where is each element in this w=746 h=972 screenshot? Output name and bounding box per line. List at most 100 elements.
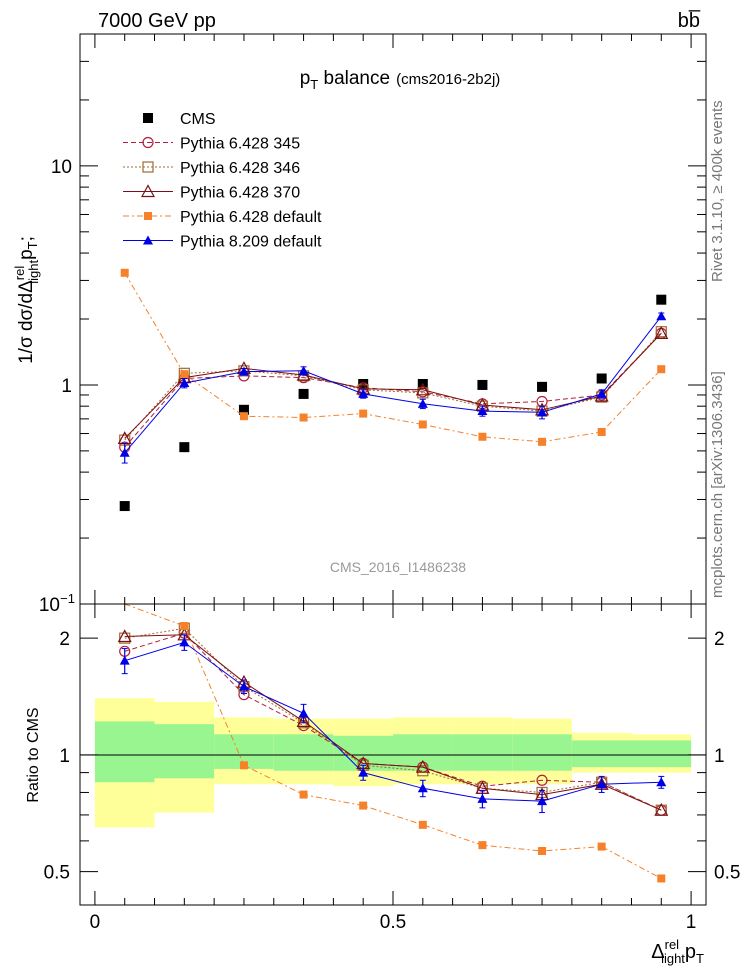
data-point: [180, 621, 189, 630]
y-tick-label: 1: [61, 376, 72, 397]
uncertainty-band-green: [393, 734, 453, 771]
data-point: [117, 629, 132, 643]
ratio-y-tick-label-right: 2: [714, 629, 725, 650]
main-ylabel: 1/σ dσ/dΔrellightpT;: [12, 236, 41, 364]
main-subtitle: (cms2016-2b2j): [396, 71, 500, 88]
legend-marker: [140, 184, 156, 198]
data-point: [359, 409, 368, 418]
data-point: [358, 388, 369, 398]
main-frame: [79, 33, 707, 605]
data-point: [179, 378, 190, 388]
uncertainty-band-green: [154, 724, 215, 779]
main-title: pT balance (cms2016-2b2j): [300, 68, 501, 92]
data-point: [299, 790, 308, 799]
data-point: [654, 802, 669, 816]
data-point: [478, 841, 487, 850]
data-point: [656, 294, 667, 305]
uncertainty-band-green: [452, 734, 513, 771]
data-point: [596, 388, 607, 398]
rivet-version-label: Rivet 3.1.10, ≥ 400k events: [709, 100, 726, 282]
legend-item-pythia-6-428-370: Pythia 6.428 370: [123, 184, 300, 202]
data-point: [537, 381, 548, 392]
data-point: [418, 820, 427, 829]
series-pythia-6-428-345: [119, 327, 667, 453]
data-point: [119, 632, 131, 644]
series-pythia-8-209-default: [119, 634, 667, 814]
data-point: [238, 404, 249, 415]
data-point: [418, 420, 427, 429]
data-point: [119, 655, 130, 665]
data-point: [596, 779, 607, 789]
data-point: [298, 388, 309, 399]
data-point: [656, 311, 667, 321]
series-pythia-6-428-370: [117, 326, 669, 445]
ratio-y-tick-label: 2: [59, 629, 70, 650]
legend-label: Pythia 6.428 default: [180, 209, 322, 226]
uncertainty-band-green: [273, 734, 334, 771]
uncertainty-band-green: [571, 740, 632, 768]
legend-marker: [143, 113, 153, 123]
data-point: [358, 767, 369, 777]
legend-item-pythia-6-428-346: Pythia 6.428 346: [123, 160, 300, 177]
data-point: [477, 379, 488, 390]
series-line-pythia-6-428-370: [124, 634, 662, 811]
series-line-pythia-6-428-370: [124, 332, 662, 439]
series-pythia-6-428-default: [120, 268, 666, 446]
data-point: [657, 365, 666, 374]
y-tick-label: 10: [51, 157, 72, 178]
data-point: [538, 847, 547, 856]
legend-item-pythia-8-209-default: Pythia 8.209 default: [123, 234, 322, 251]
svg-text:1/σ dσ/dΔrellightpT;: 1/σ dσ/dΔrellightpT;: [12, 236, 41, 364]
series-line-pythia-6-428-default: [124, 272, 662, 443]
ratio-y-tick-label: 1: [59, 746, 70, 767]
data-point: [417, 783, 428, 793]
data-point: [415, 382, 430, 396]
x-tick-label: 0.5: [380, 912, 406, 933]
series-line-pythia-6-428-345: [124, 332, 662, 448]
data-point: [120, 268, 129, 277]
data-point: [597, 427, 606, 436]
legend-label: Pythia 6.428 370: [180, 185, 300, 202]
x-tick-label: 1: [686, 912, 697, 933]
data-point: [538, 437, 547, 446]
data-point: [477, 406, 488, 416]
ratio-y-tick-label: 0.5: [44, 863, 70, 884]
data-point: [119, 447, 130, 457]
legend-marker: [142, 136, 154, 149]
data-point: [179, 637, 190, 647]
legend-marker: [144, 212, 152, 220]
data-point: [239, 761, 248, 770]
uncertainty-band-green: [631, 740, 692, 768]
legend-label: Pythia 6.428 345: [180, 136, 300, 153]
data-point: [298, 708, 309, 718]
y-tick-exponent: −1: [60, 591, 75, 606]
data-point: [596, 373, 607, 384]
data-point: [298, 365, 309, 375]
series-line-pythia-8-209-default: [124, 641, 662, 802]
legend-item-pythia-6-428-default: Pythia 6.428 default: [123, 209, 322, 226]
energy-label: 7000 GeV pp: [98, 10, 216, 32]
x-tick-label: 0: [90, 912, 101, 933]
legend-item-pythia-6-428-345: Pythia 6.428 345: [123, 136, 300, 153]
series-line-pythia-6-428-default: [124, 603, 662, 879]
data-point: [179, 442, 190, 453]
series-cms: [119, 294, 667, 512]
series-line-pythia-6-428-346: [124, 331, 662, 441]
data-point: [238, 681, 249, 691]
data-point: [296, 714, 311, 727]
data-point: [238, 366, 249, 376]
data-point: [239, 412, 248, 421]
data-point: [359, 801, 368, 810]
process-label: bb̅: [678, 9, 701, 32]
mcplots-label: mcplots.cern.ch [arXiv:1306.3436]: [709, 371, 726, 598]
data-point: [597, 842, 606, 851]
legend-label: Pythia 6.428 346: [180, 160, 300, 177]
legend-label: CMS: [180, 111, 216, 128]
svg-text:ΔrellightpT: Δrel lightpT: [651, 937, 704, 966]
series-pythia-6-428-default: [124, 603, 666, 883]
series-line-pythia-6-428-346: [124, 627, 662, 811]
ratio-y-tick-label-right: 0.5: [714, 863, 740, 884]
legend-item-cms: CMS: [143, 111, 216, 128]
ratio-ylabel: Ratio to CMS: [25, 707, 42, 802]
